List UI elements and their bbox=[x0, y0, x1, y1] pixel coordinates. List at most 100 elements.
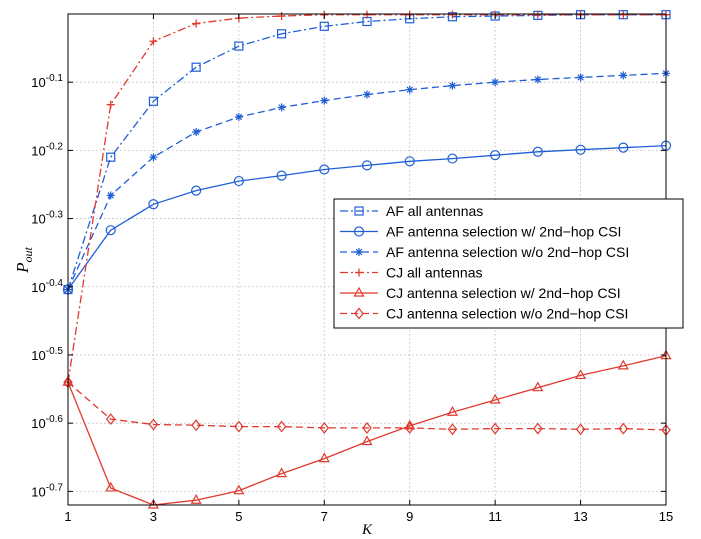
data-point bbox=[276, 170, 287, 181]
x-axis-label: K bbox=[361, 522, 373, 538]
x-tick-label: 15 bbox=[659, 509, 673, 524]
legend: AF all antennas AF antenna selection w/ 2… bbox=[333, 198, 684, 329]
legend-item: CJ all antennas bbox=[340, 265, 483, 281]
data-point bbox=[106, 100, 115, 109]
data-point bbox=[490, 422, 500, 435]
y-tick-label: 10-0.3 bbox=[31, 210, 63, 227]
data-point bbox=[276, 467, 288, 478]
legend-item: CJ antenna selection w/o 2nd−hop CSI bbox=[340, 306, 628, 322]
data-point bbox=[491, 78, 500, 87]
data-point bbox=[191, 419, 201, 432]
data-point bbox=[147, 498, 159, 509]
data-point bbox=[149, 153, 158, 162]
data-point bbox=[318, 452, 330, 463]
legend-item: AF antenna selection w/ 2nd−hop CSI bbox=[340, 224, 621, 240]
y-tick-label: 10-0.2 bbox=[31, 141, 63, 158]
data-point bbox=[404, 156, 415, 167]
data-point bbox=[319, 164, 330, 175]
data-point bbox=[362, 421, 372, 434]
legend-marker bbox=[354, 307, 364, 320]
x-tick-label: 7 bbox=[321, 509, 328, 524]
series-line bbox=[67, 381, 667, 431]
data-point bbox=[405, 85, 414, 94]
data-point bbox=[148, 199, 159, 210]
data-point bbox=[576, 73, 585, 82]
legend-label: CJ antenna selection w/ 2nd−hop CSI bbox=[386, 285, 621, 301]
legend-label: AF antenna selection w/o 2nd−hop CSI bbox=[386, 244, 629, 260]
series-line bbox=[67, 14, 666, 383]
tick-layer: 1 3 5 7 9 11 13 1510-0.110-0.210-0.310-0.410-0.… bbox=[31, 14, 673, 524]
data-point bbox=[319, 21, 329, 31]
data-point bbox=[191, 62, 201, 72]
legend-label: AF antenna selection w/ 2nd−hop CSI bbox=[386, 224, 621, 240]
data-point bbox=[319, 421, 330, 434]
y-axis-label-main: P bbox=[13, 262, 32, 273]
data-point bbox=[361, 160, 373, 171]
series-line bbox=[67, 355, 667, 506]
legend-box bbox=[333, 198, 684, 329]
x-tick-label: 11 bbox=[488, 509, 502, 524]
data-point bbox=[234, 420, 244, 433]
data-point bbox=[233, 484, 245, 495]
data-point bbox=[190, 494, 202, 504]
data-point bbox=[447, 423, 458, 436]
data-point bbox=[446, 406, 458, 416]
data-point bbox=[106, 152, 116, 162]
y-axis-label-sub: out bbox=[21, 246, 35, 262]
data-point bbox=[233, 175, 244, 187]
data-point bbox=[448, 10, 457, 19]
legend-label: CJ antenna selection w/o 2nd−hop CSI bbox=[386, 306, 628, 322]
data-point bbox=[105, 481, 117, 492]
data-point bbox=[575, 369, 587, 380]
legend-label: AF all antennas bbox=[386, 203, 483, 219]
data-point bbox=[575, 144, 586, 155]
data-point bbox=[191, 185, 202, 196]
legend-item: CJ antenna selection w/ 2nd−hop CSI bbox=[340, 285, 621, 301]
legend-marker bbox=[353, 286, 365, 297]
legend-item: AF antenna selection w/o 2nd−hop CSI bbox=[340, 244, 629, 260]
data-point bbox=[149, 37, 158, 46]
data-point bbox=[618, 422, 629, 435]
data-point bbox=[148, 96, 159, 106]
series-line bbox=[67, 144, 667, 290]
data-point bbox=[276, 420, 287, 433]
data-point bbox=[234, 41, 244, 51]
data-point bbox=[447, 153, 458, 164]
y-tick-label: 10-0.1 bbox=[31, 73, 63, 90]
data-point bbox=[533, 75, 542, 84]
data-point bbox=[106, 191, 115, 200]
data-point bbox=[617, 359, 629, 370]
data-point bbox=[618, 142, 629, 153]
data-point bbox=[533, 422, 543, 435]
data-point bbox=[277, 103, 286, 112]
data-point bbox=[363, 90, 371, 99]
y-tick-label: 10-0.6 bbox=[31, 414, 63, 431]
data-point bbox=[490, 150, 501, 161]
data-point bbox=[276, 29, 287, 39]
data-point bbox=[192, 127, 201, 136]
data-point bbox=[105, 413, 116, 426]
x-tick-label: 1 bbox=[64, 509, 71, 524]
y-tick-label: 10-0.4 bbox=[31, 278, 63, 295]
legend-marker bbox=[353, 226, 365, 237]
data-point bbox=[277, 12, 286, 21]
y-tick-label: 10-0.5 bbox=[31, 346, 63, 363]
legend-marker bbox=[355, 248, 363, 256]
x-tick-label: 9 bbox=[406, 509, 413, 524]
legend-label: CJ all antennas bbox=[386, 265, 483, 281]
data-point bbox=[533, 10, 542, 19]
data-point bbox=[619, 10, 628, 19]
data-point bbox=[234, 112, 243, 121]
data-point bbox=[363, 10, 371, 19]
data-point bbox=[532, 146, 543, 157]
data-point bbox=[532, 381, 544, 392]
legend-item: AF all antennas bbox=[340, 203, 483, 219]
legend-marker bbox=[355, 268, 363, 277]
legend-marker bbox=[354, 206, 364, 216]
data-point bbox=[320, 96, 329, 105]
y-axis-label: Pout bbox=[13, 246, 35, 273]
x-tick-label: 5 bbox=[235, 509, 242, 524]
x-tick-label: 3 bbox=[150, 509, 157, 524]
